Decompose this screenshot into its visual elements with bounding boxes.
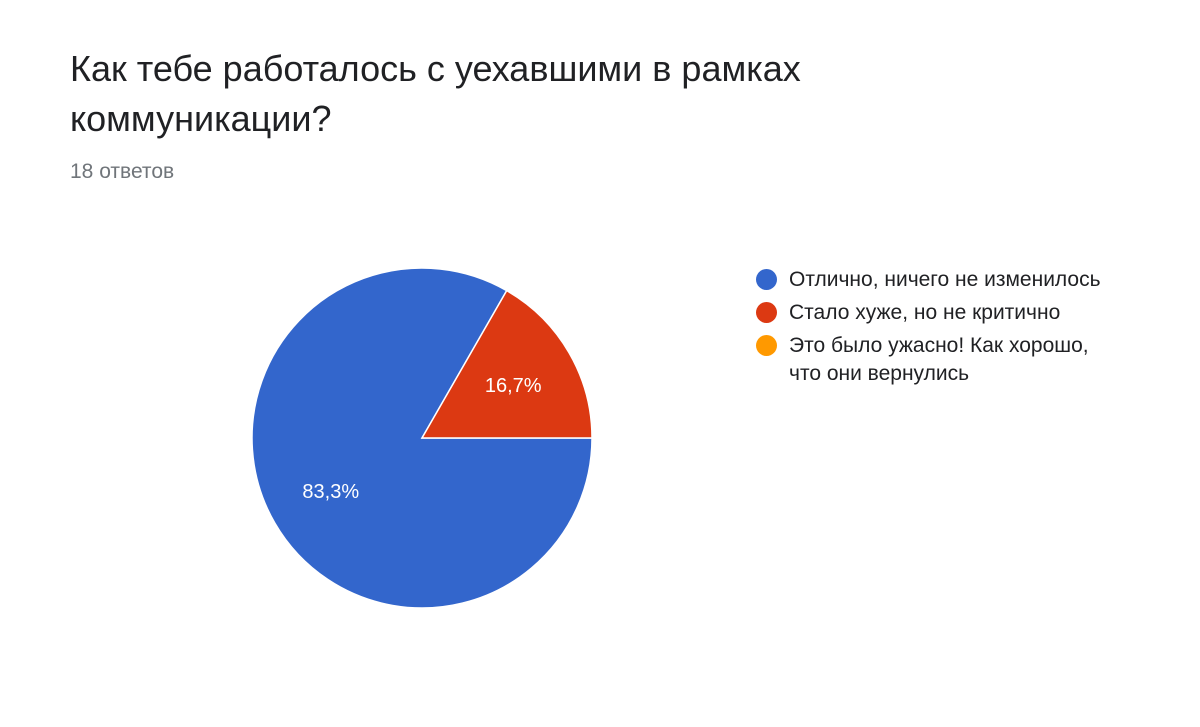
legend-item-excellent[interactable]: Отлично, ничего не изменилось xyxy=(756,266,1116,294)
response-count: 18 ответов xyxy=(70,160,175,183)
chart-title: Как тебе работалось с уехавшими в рамках… xyxy=(70,48,801,139)
legend-label: Это было ужасно! Как хорошо, что они вер… xyxy=(789,334,1089,385)
slice-label-worse: 16,7% xyxy=(485,375,542,397)
legend-swatch-red xyxy=(756,302,777,323)
pie-slice-worse[interactable] xyxy=(420,289,593,439)
legend-item-terrible[interactable]: Это было ужасно! Как хорошо, что они вер… xyxy=(756,332,1116,388)
legend-label: Отлично, ничего не изменилось xyxy=(789,268,1101,291)
legend-item-worse[interactable]: Стало хуже, но не критично xyxy=(756,299,1116,327)
legend-swatch-blue xyxy=(756,269,777,290)
chart-legend: Отлично, ничего не изменилось Стало хуже… xyxy=(756,266,1116,393)
legend-swatch-orange xyxy=(756,335,777,356)
slice-label-excellent: 83,3% xyxy=(302,481,359,503)
legend-label: Стало хуже, но не критично xyxy=(789,301,1061,324)
